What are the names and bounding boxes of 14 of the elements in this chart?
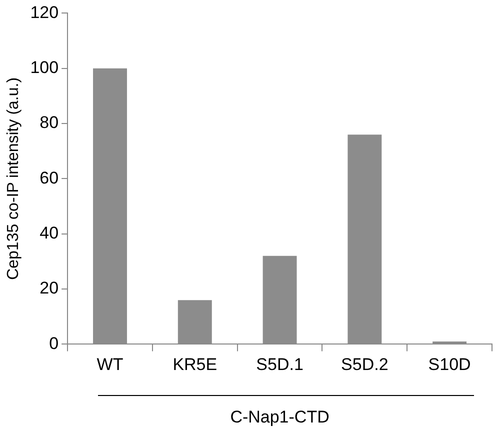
y-tick-label: 60	[40, 168, 59, 188]
y-tick-label: 100	[30, 58, 59, 78]
x-tick-label: S5D.1	[256, 355, 304, 374]
y-tick-label: 40	[40, 224, 59, 243]
x-tick-label: WT	[96, 355, 124, 374]
y-tick-label: 120	[30, 2, 59, 22]
x-tick-label: S10D	[428, 355, 471, 374]
x-tick-label: KR5E	[172, 355, 218, 374]
y-tick-label: 80	[40, 113, 59, 132]
y-tick-label: 20	[40, 278, 59, 298]
x-axis-title: C-Nap1-CTD	[230, 407, 330, 426]
y-tick-label: 0	[49, 334, 59, 353]
y-axis-title: Cep135 co-IP intensity (a.u.)	[5, 77, 22, 280]
x-tick-label: S5D.2	[341, 355, 388, 374]
